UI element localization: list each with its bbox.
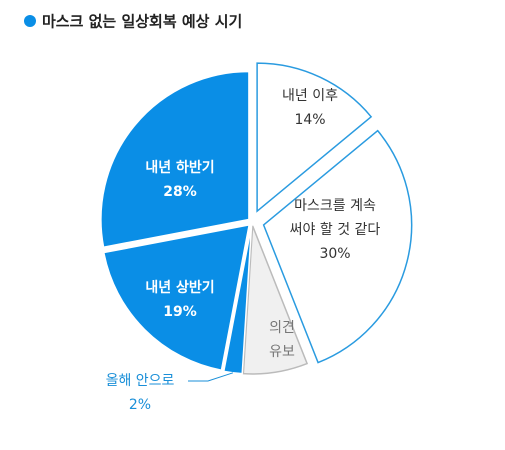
pie-slice xyxy=(242,225,309,375)
pie-slice xyxy=(256,62,373,213)
slice-label: 마스크를 계속 xyxy=(294,198,376,214)
slice-label: 내년 상반기 xyxy=(145,279,214,296)
pie-slice xyxy=(102,223,251,372)
slice-label: 내년 이후 xyxy=(282,88,338,104)
slice-label: 의견 xyxy=(269,320,295,336)
leader-line xyxy=(188,372,234,382)
pie-slice xyxy=(222,225,253,375)
value-label: 14% xyxy=(294,112,325,128)
title-marker xyxy=(24,15,36,27)
value-label: 2% xyxy=(129,397,151,413)
chart-title: 마스크 없는 일상회복 예상 시기 xyxy=(42,13,242,31)
value-label: 30% xyxy=(319,246,350,262)
slice-label: 유보 xyxy=(269,344,295,360)
slice-label: 써야 할 것 같다 xyxy=(290,222,381,238)
value-label: 19% xyxy=(163,304,197,320)
pie-slice xyxy=(262,129,413,364)
slice-label: 올해 안으로 xyxy=(106,373,175,389)
value-label: 28% xyxy=(163,184,197,200)
slice-label: 내년 하반기 xyxy=(145,159,214,176)
pie-slice xyxy=(100,70,250,249)
